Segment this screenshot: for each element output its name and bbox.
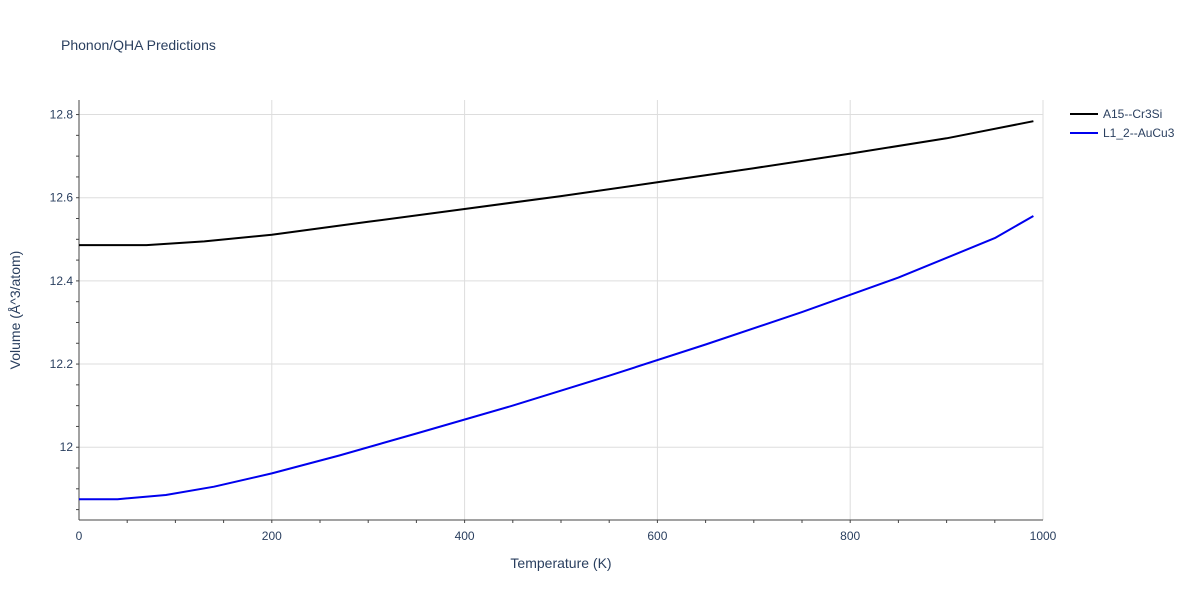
series-lines [79,120,1034,501]
legend-item[interactable]: L1_2--AuCu3 [1070,126,1175,140]
x-tick-label: 400 [455,529,475,543]
y-tick-label: 12.4 [50,274,74,288]
x-axis-title: Temperature (K) [510,555,611,571]
x-tick-label: 0 [76,529,83,543]
x-tick-label: 1000 [1030,529,1057,543]
legend[interactable]: A15--Cr3Si L1_2--AuCu3 [1070,107,1175,140]
legend-label: L1_2--AuCu3 [1103,126,1175,140]
y-tick-label: 12.2 [50,357,74,371]
series-line[interactable] [79,120,1034,247]
y-tick-label: 12.8 [50,108,74,122]
y-tick-labels: 12 12.2 12.4 12.6 12.8 [50,108,74,455]
legend-item[interactable]: A15--Cr3Si [1070,107,1162,121]
chart-title: Phonon/QHA Predictions [61,37,216,53]
minor-ticks [76,114,996,523]
y-tick-label: 12 [60,440,74,454]
series-line[interactable] [79,215,1034,501]
x-tick-labels: 0 200 400 600 800 1000 [76,529,1057,543]
x-tick-label: 800 [840,529,860,543]
y-axis-title: Volume (Å^3/atom) [7,251,23,370]
gridlines [79,100,1044,520]
legend-label: A15--Cr3Si [1103,107,1162,121]
y-tick-label: 12.6 [50,191,74,205]
x-tick-label: 200 [262,529,282,543]
x-tick-label: 600 [647,529,667,543]
